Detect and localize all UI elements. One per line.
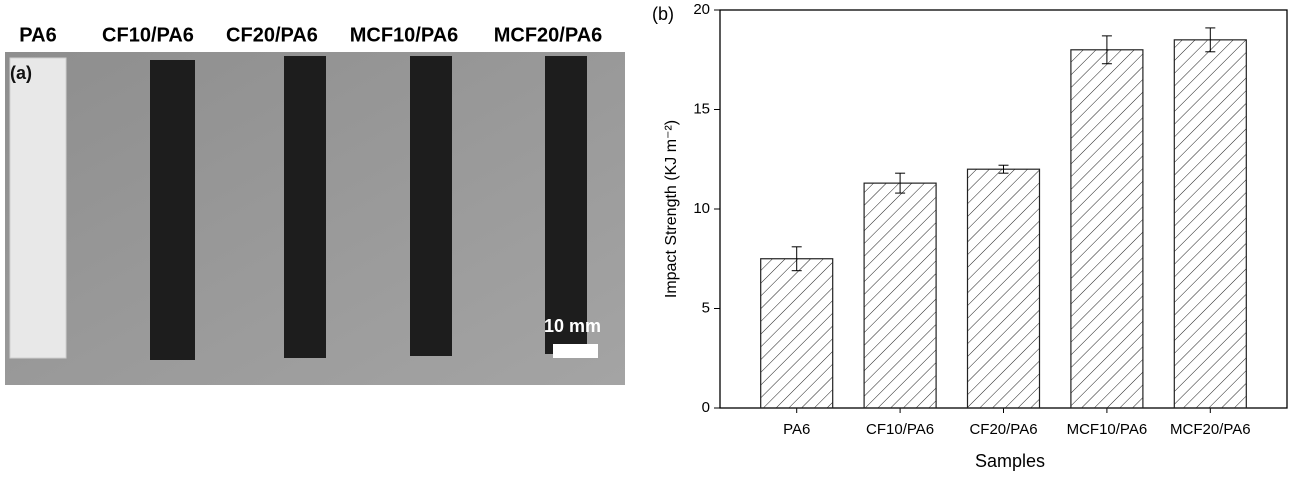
bar — [1173, 39, 1247, 409]
y-tick-label: 15 — [693, 100, 710, 117]
panel-label: (b) — [652, 4, 674, 24]
x-tick-label: CF20/PA6 — [969, 421, 1037, 438]
error-bar — [998, 164, 1009, 174]
error-bar — [895, 172, 906, 194]
bar — [760, 258, 834, 409]
specimen — [284, 56, 326, 358]
panel-label: (a) — [10, 63, 32, 83]
sample-label: PA6 — [19, 24, 56, 46]
sample-label: CF10/PA6 — [102, 24, 194, 46]
bar — [1070, 49, 1144, 409]
x-tick-label: CF10/PA6 — [866, 421, 934, 438]
chart: (b) — [652, 4, 674, 24]
specimen — [150, 60, 195, 360]
error-bar — [1205, 27, 1216, 53]
y-tick-label: 5 — [702, 299, 710, 316]
scale-bar — [553, 344, 598, 358]
x-tick-label: PA6 — [783, 421, 810, 438]
specimen — [410, 56, 452, 356]
x-tick-label: MCF10/PA6 — [1067, 421, 1148, 438]
sample-label: CF20/PA6 — [226, 24, 318, 46]
bar — [966, 168, 1041, 409]
y-tick-label: 0 — [702, 399, 710, 416]
x-axis-label: Samples — [975, 451, 1045, 471]
error-bar — [791, 246, 802, 272]
y-axis-label: Impact Strength (KJ m⁻²) — [663, 120, 680, 298]
sample-label: MCF10/PA6 — [350, 24, 459, 46]
specimen-pa6 — [9, 57, 67, 359]
y-tick-label: 10 — [693, 200, 710, 217]
error-bar — [1101, 35, 1112, 65]
sample-label: MCF20/PA6 — [494, 24, 603, 46]
x-tick-label: MCF20/PA6 — [1170, 421, 1251, 438]
scale-bar-label: 10 mm — [544, 316, 601, 336]
specimen — [545, 56, 587, 354]
photo-panel: 10 mm (a) — [5, 52, 625, 385]
y-tick-label: 20 — [693, 1, 710, 18]
bar — [863, 182, 937, 409]
